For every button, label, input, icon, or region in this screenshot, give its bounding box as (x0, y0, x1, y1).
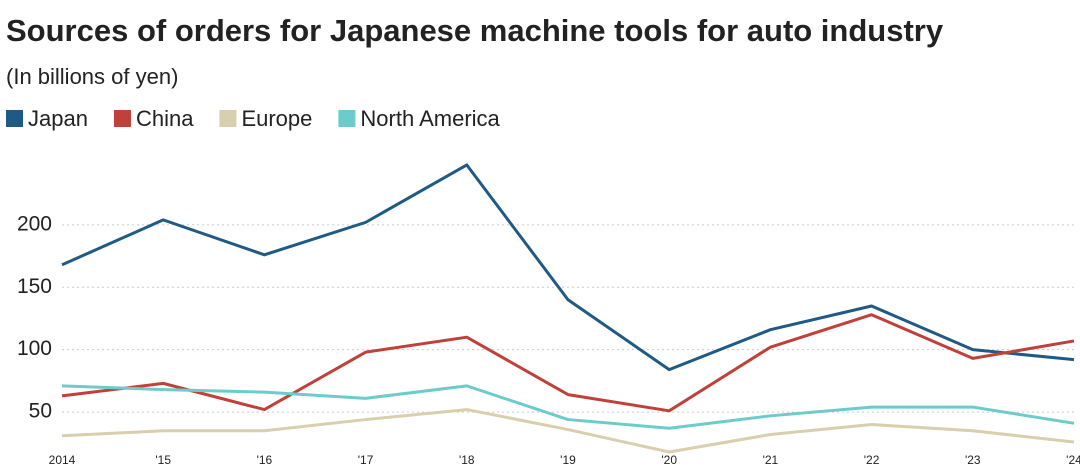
legend-label: China (136, 106, 194, 131)
legend-swatch (113, 110, 131, 127)
y-tick-label: 50 (29, 400, 52, 423)
x-tick-label: '22 (864, 453, 880, 467)
series-line (61, 408, 1075, 454)
legend-label: Japan (28, 106, 88, 131)
x-tick-label: '24 (1066, 453, 1080, 467)
legend-swatch (338, 110, 356, 127)
x-tick-label: '19 (560, 453, 576, 467)
y-tick-label: 200 (17, 212, 52, 235)
legend: Japan China Europe North America (6, 106, 501, 131)
y-tick-label: 150 (17, 275, 52, 298)
x-tick-label: '16 (257, 453, 273, 467)
legend-label: North America (360, 106, 500, 131)
x-tick-label: '23 (965, 453, 981, 467)
chart-title: Sources of orders for Japanese machine t… (6, 13, 944, 48)
series-line (61, 163, 1075, 372)
legend-swatch (6, 110, 23, 127)
x-tick-label: '18 (459, 453, 475, 467)
legend-swatch (219, 110, 237, 127)
x-tick-label: '17 (358, 453, 374, 467)
x-tick-label: 2014 (49, 453, 76, 467)
chart-subtitle: (In billions of yen) (6, 64, 178, 89)
x-tick-label: '20 (661, 453, 677, 467)
series-line (61, 384, 1075, 430)
legend-label: Europe (241, 106, 312, 131)
series-line (61, 313, 1075, 413)
y-tick-label: 100 (17, 337, 52, 360)
x-tick-label: '21 (763, 453, 779, 467)
x-tick-label: '15 (155, 453, 171, 467)
